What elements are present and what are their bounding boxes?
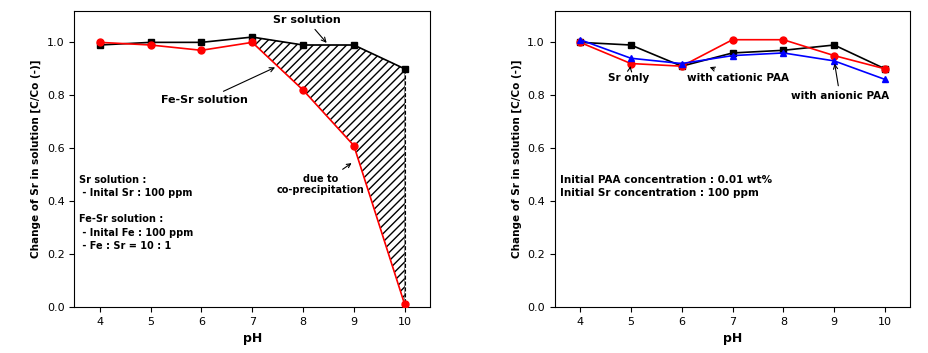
Text: with cationic PAA: with cationic PAA [686,67,788,83]
Text: Initial PAA concentration : 0.01 wt%
Initial Sr concentration : 100 ppm: Initial PAA concentration : 0.01 wt% Ini… [559,175,771,198]
Text: with anionic PAA: with anionic PAA [790,65,888,101]
Text: Fe-Sr solution: Fe-Sr solution [161,68,274,105]
X-axis label: pH: pH [242,333,262,345]
Text: Sr only: Sr only [607,67,649,83]
Text: due to
co-precipitation: due to co-precipitation [277,164,365,195]
Y-axis label: Change of Sr in solution [C/Co (-)]: Change of Sr in solution [C/Co (-)] [510,60,521,258]
Text: Sr solution :
 - Inital Sr : 100 ppm

Fe-Sr solution :
 - Inital Fe : 100 ppm
 -: Sr solution : - Inital Sr : 100 ppm Fe-S… [79,175,193,251]
Text: Sr solution: Sr solution [272,14,340,42]
X-axis label: pH: pH [722,333,741,345]
Y-axis label: Change of Sr in solution [C/Co (-)]: Change of Sr in solution [C/Co (-)] [31,60,41,258]
